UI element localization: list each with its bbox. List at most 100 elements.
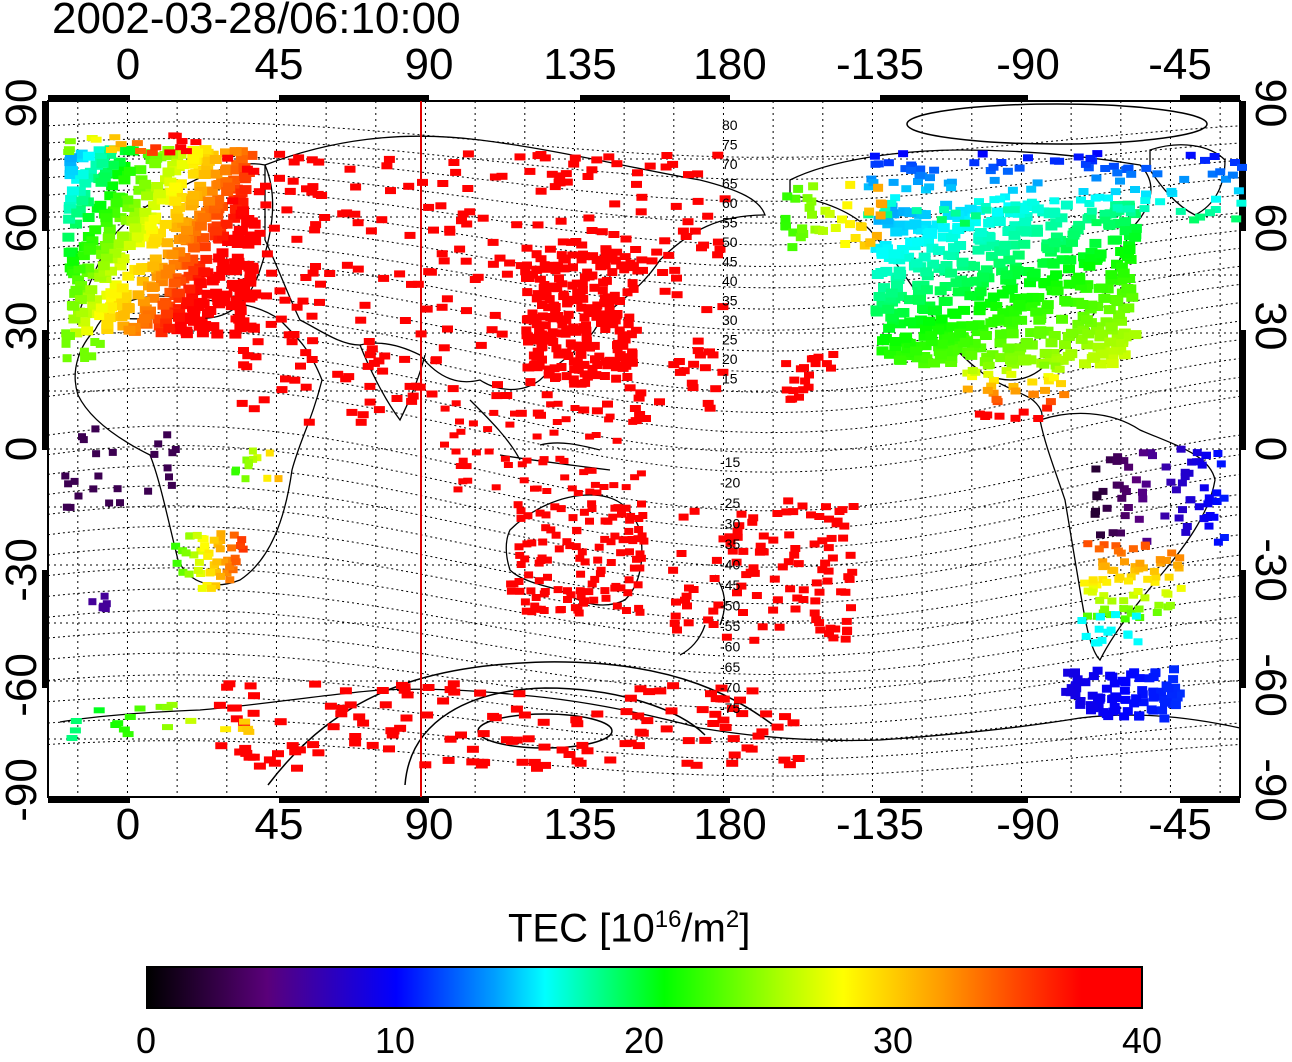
tec-cell <box>67 301 80 311</box>
tec-cell <box>746 687 759 695</box>
tec-cell <box>630 474 640 481</box>
tec-cell <box>1176 584 1186 592</box>
tec-cell <box>532 433 542 440</box>
contour-line <box>47 718 1241 760</box>
tec-cell <box>527 608 537 616</box>
contour-label: -75 <box>720 700 740 716</box>
tec-cell <box>227 544 237 552</box>
tec-cell <box>437 180 449 187</box>
tec-cell <box>541 391 553 399</box>
tec-cell <box>1089 238 1102 248</box>
tec-cell <box>155 277 168 287</box>
tec-cell <box>651 248 663 256</box>
tec-cell <box>814 513 825 520</box>
tec-cell <box>910 346 923 356</box>
tec-cell <box>1048 374 1059 382</box>
tec-cell <box>1124 284 1137 294</box>
tec-cell <box>211 210 224 220</box>
tec-cell <box>1113 310 1126 320</box>
tec-cell <box>1111 297 1124 307</box>
tec-cell <box>617 336 628 344</box>
tec-cell <box>568 263 578 272</box>
tec-cell <box>566 591 576 599</box>
tec-cell <box>314 298 325 306</box>
tec-cell <box>1109 207 1122 217</box>
tec-cell <box>560 255 571 264</box>
tec-cell <box>82 292 95 302</box>
tec-cell <box>556 280 568 288</box>
tec-cell <box>756 728 769 736</box>
tec-cell <box>229 329 242 339</box>
tec-cell <box>1213 538 1223 546</box>
tec-cell <box>881 215 894 225</box>
tec-cell <box>622 288 633 297</box>
tec-cell <box>1038 279 1051 289</box>
tec-cell <box>522 363 533 372</box>
tec-cell <box>212 568 221 576</box>
tec-cell <box>604 756 617 764</box>
tec-cell <box>123 325 136 335</box>
tec-cell <box>985 318 998 328</box>
tec-cell <box>694 351 706 359</box>
tec-cell <box>1199 484 1209 492</box>
tec-cell <box>938 297 951 306</box>
tec-cell <box>456 217 467 225</box>
tec-cell <box>841 617 852 625</box>
tec-cell <box>324 702 337 710</box>
tec-cell <box>562 299 573 308</box>
tec-cell <box>560 170 572 178</box>
tec-cell <box>1110 188 1121 196</box>
tec-cell <box>781 360 792 368</box>
tec-cell <box>912 237 925 247</box>
tec-cell <box>990 302 1003 311</box>
tec-cell <box>1122 707 1133 716</box>
tec-cell <box>401 691 414 699</box>
tec-cell <box>1074 281 1087 291</box>
tec-cell <box>117 254 130 264</box>
tec-cell <box>252 338 264 346</box>
tec-cell <box>1042 244 1055 254</box>
tec-cell <box>84 167 97 177</box>
tec-cell <box>581 747 594 755</box>
tec-cell <box>974 301 987 311</box>
tec-cell <box>286 742 299 750</box>
tec-cell <box>188 227 201 236</box>
tec-cell <box>629 405 641 412</box>
tec-cell <box>1210 206 1221 213</box>
tec-cell <box>710 385 722 393</box>
tec-cell <box>150 144 162 151</box>
tec-cell <box>121 195 134 205</box>
tec-cell <box>585 488 595 495</box>
tec-cell <box>528 758 541 766</box>
tec-cell <box>633 394 645 402</box>
tec-cell <box>660 725 673 733</box>
tec-cell <box>1063 264 1075 274</box>
tec-cell <box>1124 463 1134 471</box>
tec-cell <box>919 220 932 230</box>
tec-cell <box>519 477 529 484</box>
tec-cell <box>840 635 851 643</box>
contour-line <box>47 740 1241 777</box>
tec-cell <box>566 238 578 246</box>
tec-cell <box>185 532 195 540</box>
tec-cell <box>1080 160 1091 168</box>
coastline-south-america <box>1039 412 1216 662</box>
tec-cell <box>200 544 210 552</box>
tec-cell <box>902 252 915 262</box>
tec-cell <box>769 575 780 583</box>
tec-cell <box>1064 255 1077 265</box>
tec-cell <box>1219 534 1229 541</box>
tec-cell <box>344 701 357 709</box>
tec-cell <box>568 514 578 522</box>
tec-cell <box>274 174 285 182</box>
tec-cell <box>1091 465 1101 473</box>
tec-cell <box>422 684 435 691</box>
tec-cell <box>66 186 79 196</box>
tec-cell <box>987 240 1000 250</box>
tec-cell <box>164 149 176 156</box>
tec-cell <box>1094 359 1107 369</box>
tec-cell <box>974 287 987 297</box>
tec-cell <box>574 759 587 767</box>
tec-cell <box>885 288 898 298</box>
tec-cell <box>1041 305 1054 315</box>
